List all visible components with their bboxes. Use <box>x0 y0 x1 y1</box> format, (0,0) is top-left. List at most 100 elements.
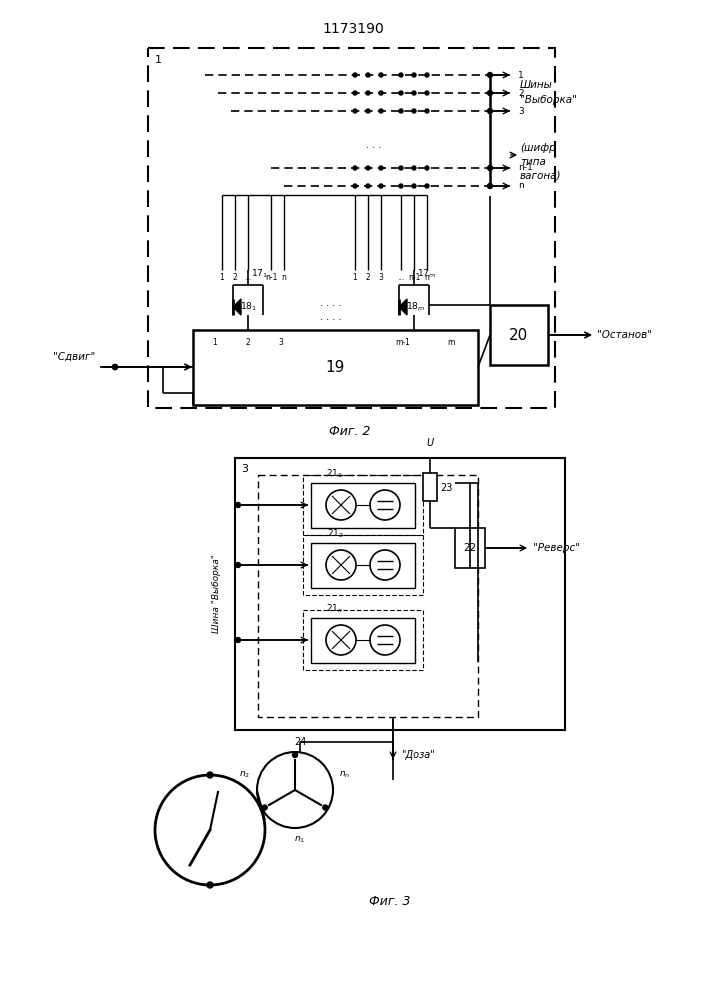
Text: $17_m$: $17_m$ <box>417 267 436 280</box>
Circle shape <box>488 108 493 113</box>
Text: $n_n$: $n_n$ <box>339 770 351 780</box>
Bar <box>193 330 478 405</box>
Text: 24: 24 <box>294 737 306 747</box>
Text: n-1: n-1 <box>265 273 277 282</box>
Text: 22: 22 <box>463 543 477 553</box>
Circle shape <box>399 91 403 95</box>
Text: 20: 20 <box>509 328 529 342</box>
Text: 3: 3 <box>279 338 284 347</box>
Circle shape <box>412 91 416 95</box>
Circle shape <box>399 184 403 188</box>
Circle shape <box>366 184 370 188</box>
Text: m: m <box>448 338 455 347</box>
Text: ...: ... <box>397 273 404 282</box>
Bar <box>303 535 423 595</box>
Text: 2: 2 <box>518 89 524 98</box>
Text: . . .: . . . <box>366 140 382 150</box>
Circle shape <box>412 109 416 113</box>
Text: Фиг. 2: Фиг. 2 <box>329 425 370 438</box>
Circle shape <box>112 364 117 369</box>
Text: (шифр: (шифр <box>520 143 556 153</box>
Circle shape <box>412 166 416 170</box>
Text: . . . .: . . . . <box>320 298 341 308</box>
Text: "Останов": "Останов" <box>597 330 652 340</box>
Circle shape <box>366 73 370 77</box>
Text: n-1: n-1 <box>408 273 420 282</box>
Text: ...: ... <box>245 273 252 282</box>
Text: типа: типа <box>520 157 546 167</box>
Circle shape <box>235 502 240 508</box>
Circle shape <box>366 91 370 95</box>
Text: . . . .: . . . . <box>320 312 341 322</box>
Circle shape <box>399 166 403 170</box>
Text: Фиг. 3: Фиг. 3 <box>369 895 411 908</box>
Circle shape <box>399 73 403 77</box>
Text: $21_1$: $21_1$ <box>327 468 344 480</box>
Text: Шина "Выборка": Шина "Выборка" <box>213 555 221 633</box>
Circle shape <box>379 91 383 95</box>
Text: $17_1$: $17_1$ <box>251 267 268 280</box>
Polygon shape <box>399 299 407 315</box>
Text: 1: 1 <box>518 70 524 80</box>
Circle shape <box>235 562 240 568</box>
Circle shape <box>323 805 328 810</box>
Circle shape <box>412 73 416 77</box>
Circle shape <box>293 752 298 758</box>
Text: 1: 1 <box>353 273 357 282</box>
Circle shape <box>112 364 117 369</box>
Text: вагона): вагона) <box>520 171 561 181</box>
Circle shape <box>488 165 493 170</box>
Bar <box>423 473 437 501</box>
Text: n: n <box>518 182 524 190</box>
Text: 23: 23 <box>440 483 452 493</box>
Circle shape <box>235 638 240 643</box>
Text: 1173190: 1173190 <box>322 22 384 36</box>
Text: n: n <box>281 273 286 282</box>
Text: 3: 3 <box>241 464 248 474</box>
Circle shape <box>412 184 416 188</box>
Text: 3: 3 <box>378 273 383 282</box>
Text: $18_1$: $18_1$ <box>240 301 257 313</box>
Circle shape <box>366 166 370 170</box>
Circle shape <box>425 109 429 113</box>
Circle shape <box>353 73 357 77</box>
Circle shape <box>379 73 383 77</box>
Circle shape <box>353 184 357 188</box>
Bar <box>311 483 415 528</box>
Circle shape <box>488 184 493 188</box>
Text: m-1: m-1 <box>395 338 411 347</box>
Bar <box>455 528 485 568</box>
Circle shape <box>488 73 493 78</box>
Text: 1: 1 <box>220 273 224 282</box>
Text: 1: 1 <box>155 55 162 65</box>
Circle shape <box>425 91 429 95</box>
Circle shape <box>353 91 357 95</box>
Circle shape <box>379 109 383 113</box>
Bar <box>311 543 415 588</box>
Text: 3: 3 <box>518 106 524 115</box>
Bar <box>235 458 565 730</box>
Text: "Сдвиг": "Сдвиг" <box>53 352 95 362</box>
Text: 1: 1 <box>213 338 217 347</box>
Circle shape <box>207 772 213 778</box>
Text: $n_1$: $n_1$ <box>294 835 305 845</box>
Text: "Доза": "Доза" <box>401 750 435 760</box>
Text: "Реверс": "Реверс" <box>533 543 580 553</box>
Text: Шины: Шины <box>520 80 553 90</box>
Circle shape <box>262 805 267 810</box>
Circle shape <box>399 109 403 113</box>
Bar <box>490 305 548 365</box>
Bar <box>311 618 415 663</box>
Text: 2: 2 <box>245 338 250 347</box>
Text: U: U <box>426 438 433 448</box>
Text: 19: 19 <box>325 360 345 374</box>
Circle shape <box>425 166 429 170</box>
Text: $21_n$: $21_n$ <box>327 602 344 615</box>
Text: $21_2$: $21_2$ <box>327 528 344 540</box>
Circle shape <box>379 184 383 188</box>
Circle shape <box>353 166 357 170</box>
Polygon shape <box>233 299 241 315</box>
Circle shape <box>366 109 370 113</box>
Bar <box>303 610 423 670</box>
Text: $n_2$: $n_2$ <box>240 770 250 780</box>
